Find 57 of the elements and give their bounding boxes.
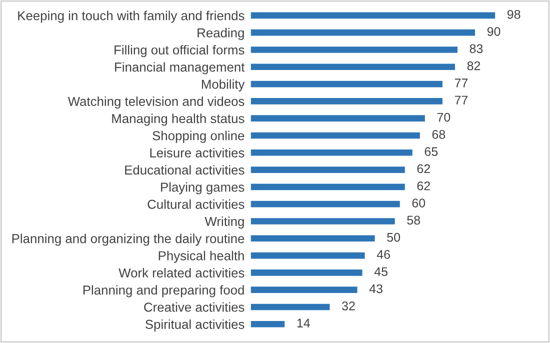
y-tick-label: Planning and preparing food	[83, 285, 244, 298]
bar	[250, 302, 332, 312]
data-label: 46	[376, 250, 390, 259]
data-label: 83	[470, 44, 483, 54]
data-label: 77	[454, 78, 468, 88]
bar	[250, 234, 376, 243]
data-label: 70	[437, 112, 450, 122]
bar	[250, 268, 364, 278]
y-tick-label: Financial management	[115, 62, 245, 74]
y-tick-label: Reading	[198, 28, 244, 40]
data-label: 14	[297, 318, 310, 328]
bar	[250, 216, 396, 226]
data-label: 58	[407, 216, 420, 225]
data-label: 68	[432, 130, 446, 139]
y-tick-label: Leisure activities	[150, 148, 244, 158]
bar	[250, 200, 402, 209]
data-label: 60	[412, 198, 426, 208]
data-label: 43	[369, 284, 382, 294]
y-tick-label: Watching television and videos	[68, 96, 244, 109]
bar	[250, 79, 444, 89]
bar	[250, 28, 476, 38]
data-label: 77	[454, 96, 468, 104]
y-tick-label: Work related activities	[118, 268, 244, 278]
y-tick-label: Planning and organizing the daily routine	[12, 234, 244, 246]
y-tick-label: Shopping online	[152, 130, 244, 143]
bar	[250, 62, 456, 72]
y-tick-label: Keeping in touch with family and friends	[18, 10, 244, 23]
bar	[250, 114, 426, 123]
data-label: 32	[342, 301, 355, 310]
bar	[250, 45, 459, 54]
y-tick-label: Playing games	[161, 182, 244, 194]
y-tick-label: Educational activities	[125, 165, 244, 175]
data-label: 65	[424, 147, 438, 156]
data-label: 62	[417, 181, 430, 190]
bar	[250, 320, 286, 329]
y-tick-label: Writing	[204, 216, 244, 229]
y-tick-label: Spiritual activities	[146, 319, 244, 332]
bar	[250, 250, 366, 260]
bar	[250, 10, 496, 20]
data-label: 98	[507, 10, 520, 19]
bar	[250, 148, 414, 158]
y-tick-label: Managing health status	[112, 114, 244, 126]
bar	[250, 285, 359, 294]
data-label: 50	[387, 232, 400, 242]
y-tick-label: Cultural activities	[148, 199, 244, 209]
data-label: 45	[374, 267, 388, 276]
bar	[250, 130, 422, 140]
data-label: 62	[417, 164, 430, 174]
y-tick-label: Creative activities	[144, 302, 244, 312]
y-tick-label: Mobility	[202, 79, 245, 92]
bar	[250, 165, 406, 174]
y-tick-label: Filling out official forms	[114, 45, 244, 58]
y-tick-label: Physical health	[158, 250, 244, 263]
data-label: 90	[487, 27, 500, 36]
bar	[250, 182, 406, 192]
bar	[250, 96, 444, 106]
data-label: 82	[467, 61, 480, 70]
